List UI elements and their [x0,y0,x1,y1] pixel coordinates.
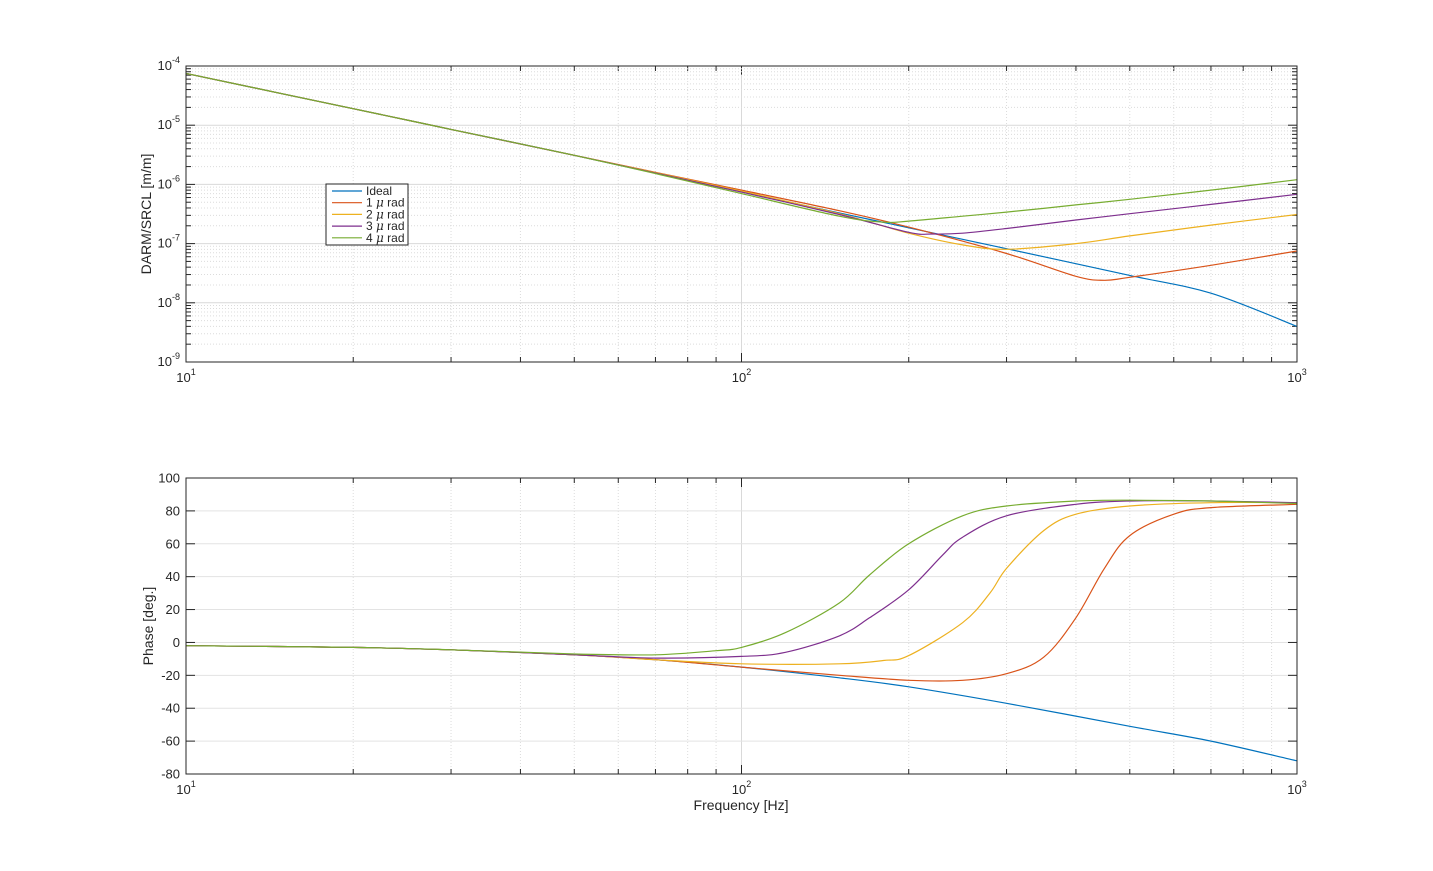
magnitude-y-tick-label: 10-9 [158,351,180,369]
phase-y-tick-label: -80 [161,767,180,782]
magnitude-axes: 101 102 103 10-4 10-5 10-6 10-7 10-8 10-9 DARM/… [138,55,1307,385]
legend-entry: Ideal [366,184,392,198]
phase-x-tick-label: 101 [176,779,195,797]
phase-y-tick-label: 20 [166,602,180,617]
phase-grid [186,478,1297,774]
magnitude-x-tick-label: 102 [732,367,751,385]
phase-ylabel: Phase [deg.] [140,587,156,666]
phase-y-tick-label: 80 [166,503,180,518]
phase-y-tick-label: 40 [166,569,180,584]
phase-xlabel: Frequency [Hz] [694,797,789,813]
phase-x-tick-label: 102 [732,779,751,797]
magnitude-ylabel: DARM/SRCL [m/m] [138,154,154,275]
magnitude-x-tick-label: 101 [176,367,195,385]
phase-y-tick-label: 60 [166,536,180,551]
phase-x-tick-labels: 101 102 103 [176,779,1306,797]
magnitude-y-tick-label: 10-7 [158,233,180,251]
magnitude-series [185,72,1298,327]
phase-y-tick-label: 0 [173,635,180,650]
legend-entry: 1 μ rad [366,196,405,210]
phase-x-tick-label: 103 [1287,779,1306,797]
magnitude-x-tick-labels: 101 102 103 [176,367,1306,385]
phase-y-tick-label: -20 [161,668,180,683]
phase-y-tick-label: 100 [158,471,180,486]
magnitude-y-tick-label: 10-4 [158,55,180,73]
phase-series-line-4 [185,499,1298,656]
phase-frame [185,477,1298,775]
magnitude-grid [186,66,1297,362]
magnitude-series-line-4 [185,72,1298,224]
magnitude-y-tick-labels: 10-4 10-5 10-6 10-7 10-8 10-9 [158,55,180,369]
magnitude-y-tick-label: 10-6 [158,173,180,191]
phase-y-tick-labels: 100 80 60 40 20 0 -20 -40 -60 -80 [158,471,180,782]
phase-series [185,499,1298,762]
magnitude-x-tick-label: 103 [1287,367,1306,385]
legend-entry: 3 μ rad [366,219,405,233]
phase-y-tick-label: -40 [161,701,180,716]
magnitude-y-tick-label: 10-8 [158,292,180,310]
phase-y-tick-label: -60 [161,734,180,749]
legend-entry: 4 μ rad [366,231,405,245]
magnitude-y-tick-label: 10-5 [158,114,180,132]
phase-axes: 101 102 103 100 80 60 40 20 0 -20 -40 -60 -80 Frequ… [140,471,1307,814]
magnitude-frame [185,65,1298,363]
legend-entry: 2 μ rad [366,207,405,221]
